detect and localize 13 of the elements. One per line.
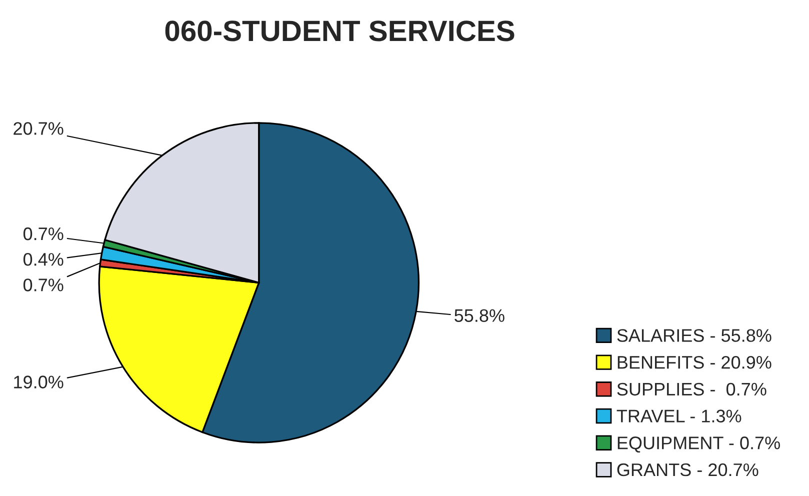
text: 20.7% [14, 122, 64, 135]
legend-label: GRANTS - 20.7% [617, 463, 758, 476]
legend-label: SALARIES - 55.8% [617, 329, 772, 342]
text: 0.7% [23, 227, 64, 240]
text: 0.4% [23, 253, 64, 266]
chart-title: 060-STUDENT SERVICES [165, 20, 514, 42]
legend-label: SUPPLIES - 0.7% [617, 382, 766, 396]
legend-label: EQUIPMENT - 0.7% [618, 436, 780, 453]
legend-label: TRAVEL - 1.3% [616, 410, 742, 422]
text: 0.7% [23, 278, 64, 292]
text: 19.0% [14, 376, 64, 388]
legend-label: BENEFITS - 20.9% [618, 356, 772, 369]
text: 55.8% [454, 309, 504, 322]
